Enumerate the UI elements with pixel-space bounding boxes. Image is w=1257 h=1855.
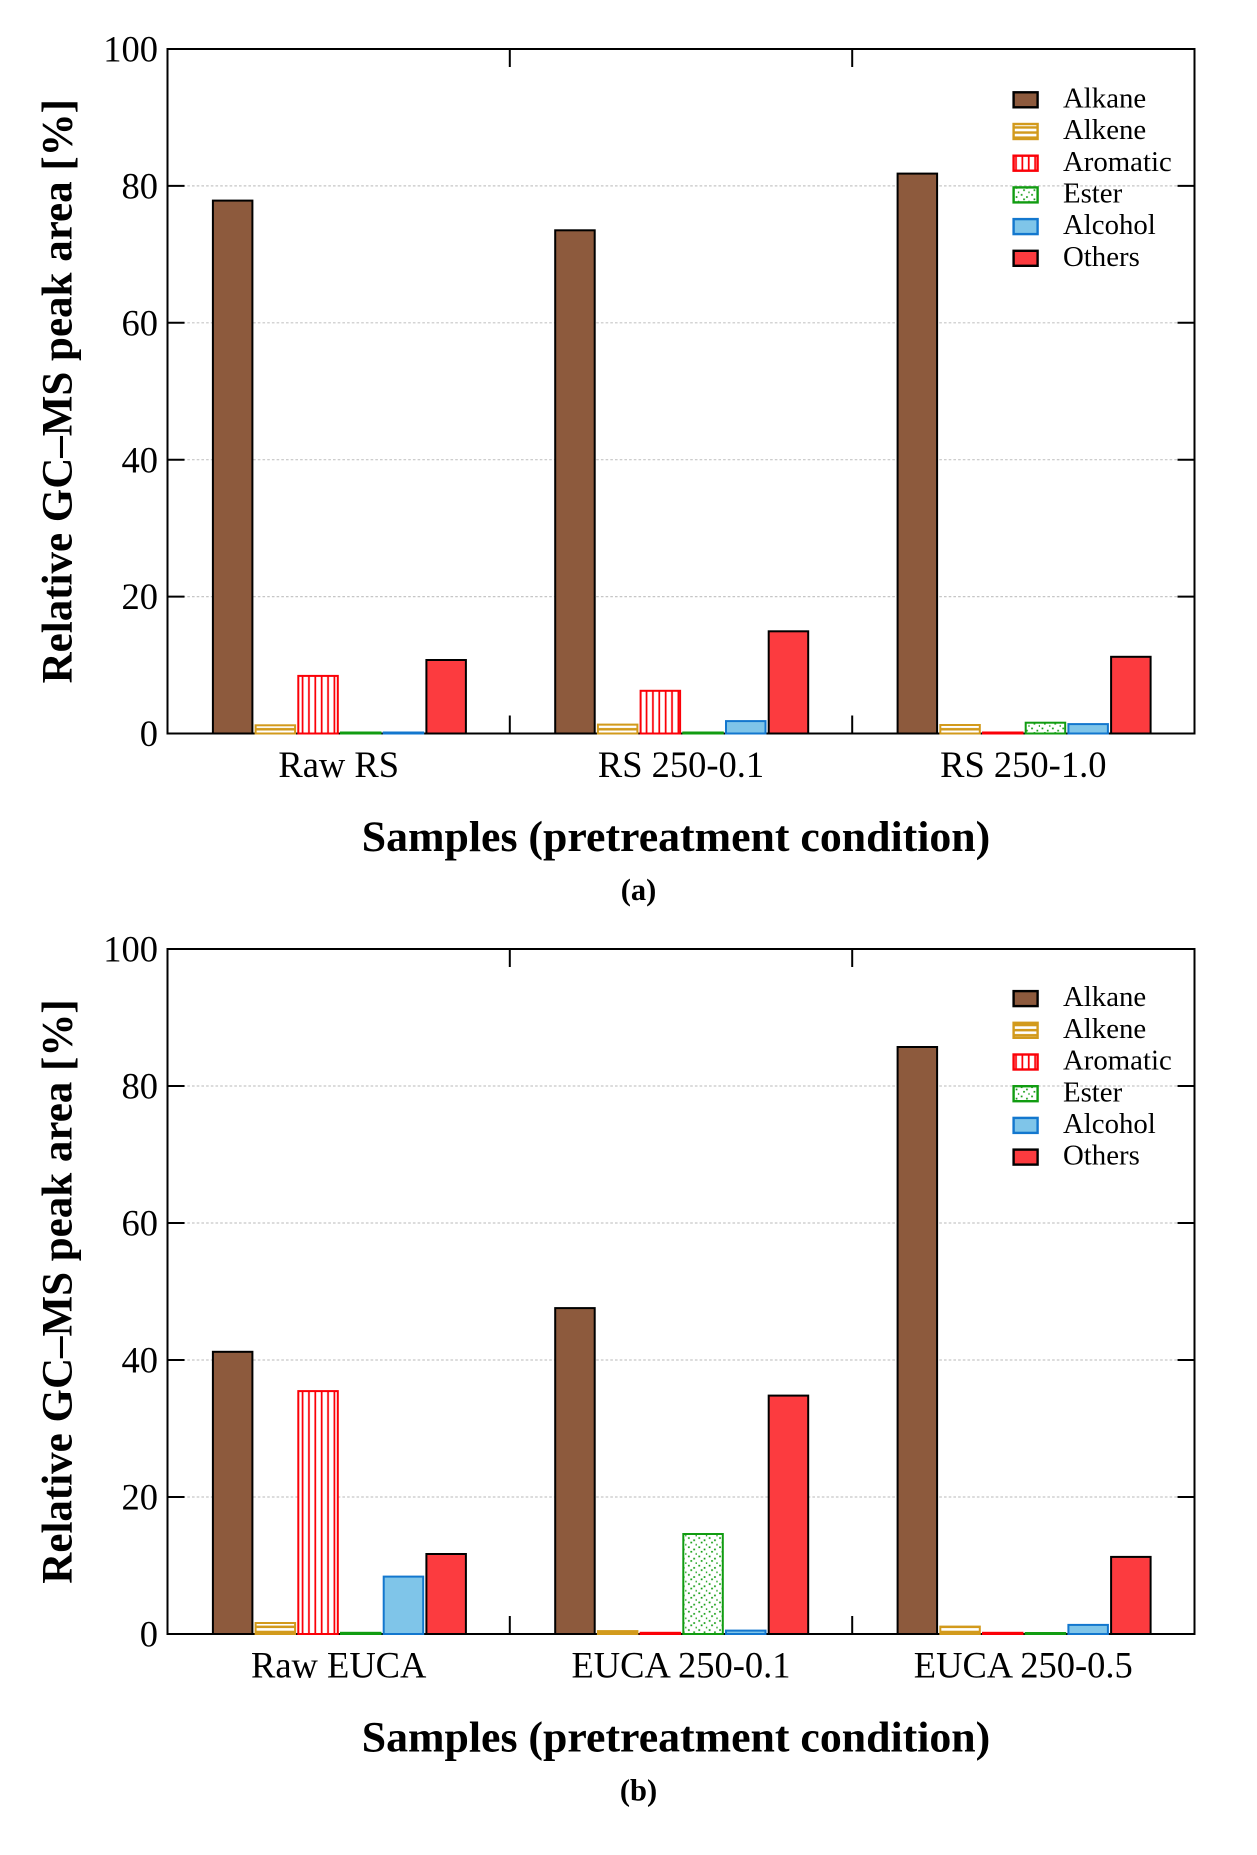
svg-text:RS 250-0.1: RS 250-0.1: [598, 744, 764, 785]
svg-text:0: 0: [140, 1614, 158, 1655]
svg-text:Others: Others: [1063, 1140, 1140, 1172]
svg-text:100: 100: [103, 929, 158, 970]
svg-text:Alkane: Alkane: [1063, 82, 1146, 114]
svg-text:Ester: Ester: [1063, 1076, 1123, 1108]
svg-text:Aromatic: Aromatic: [1063, 1045, 1172, 1077]
svg-text:60: 60: [122, 1203, 159, 1244]
svg-text:Relative GC–MS peak area [%]: Relative GC–MS peak area [%]: [34, 99, 81, 683]
svg-text:20: 20: [122, 1477, 159, 1518]
svg-text:40: 40: [122, 439, 159, 480]
svg-text:RS 250-1.0: RS 250-1.0: [940, 744, 1106, 785]
svg-text:Alcohol: Alcohol: [1063, 1108, 1156, 1140]
svg-text:0: 0: [140, 713, 158, 754]
svg-text:40: 40: [122, 1340, 159, 1381]
svg-text:Others: Others: [1063, 241, 1140, 273]
svg-text:EUCA 250-0.1: EUCA 250-0.1: [572, 1645, 791, 1686]
svg-text:EUCA 250-0.5: EUCA 250-0.5: [914, 1645, 1133, 1686]
svg-text:Alkene: Alkene: [1063, 114, 1146, 146]
svg-text:Aromatic: Aromatic: [1063, 146, 1172, 178]
svg-text:80: 80: [122, 166, 159, 207]
svg-text:Samples (pretreatment conditio: Samples (pretreatment condition): [362, 813, 991, 861]
svg-text:Raw EUCA: Raw EUCA: [251, 1645, 427, 1686]
svg-text:60: 60: [122, 302, 159, 343]
svg-text:20: 20: [122, 576, 159, 617]
svg-text:80: 80: [122, 1066, 159, 1107]
svg-text:(a): (a): [621, 873, 657, 907]
svg-text:Samples (pretreatment conditio: Samples (pretreatment condition): [362, 1714, 991, 1762]
svg-text:(b): (b): [620, 1774, 657, 1808]
svg-text:Alkane: Alkane: [1063, 981, 1146, 1013]
svg-text:Alkene: Alkene: [1063, 1013, 1146, 1045]
svg-text:Relative GC–MS peak area [%]: Relative GC–MS peak area [%]: [34, 999, 81, 1583]
svg-text:100: 100: [103, 29, 158, 70]
svg-text:Raw RS: Raw RS: [278, 744, 399, 785]
svg-text:Ester: Ester: [1063, 178, 1123, 210]
svg-text:Alcohol: Alcohol: [1063, 209, 1156, 241]
